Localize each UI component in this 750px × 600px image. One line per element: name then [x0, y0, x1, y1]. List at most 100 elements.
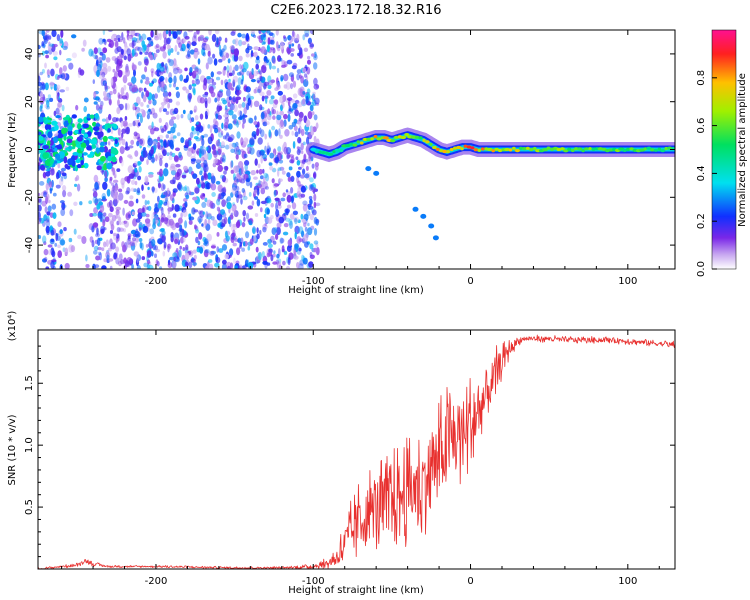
speckle-cell	[205, 223, 211, 231]
speckle-cell	[79, 69, 85, 76]
speckle-cell	[243, 61, 249, 70]
speckle-cell	[210, 216, 215, 221]
cluster-cell	[61, 128, 66, 135]
speckle-cell	[138, 227, 142, 232]
speckle-cell	[39, 105, 43, 112]
speckle-cell	[242, 210, 246, 217]
ridge-cell	[404, 133, 410, 137]
speckle-cell	[290, 99, 295, 103]
speckle-cell	[95, 233, 100, 238]
speckle-cell	[206, 212, 212, 218]
speckle-cell	[131, 263, 135, 269]
speckle-cell	[38, 87, 41, 95]
speckle-cell	[116, 107, 121, 115]
speckle-cell	[220, 141, 226, 148]
cluster-cell	[58, 137, 63, 142]
speckle-cell	[118, 260, 122, 267]
speckle-cell	[152, 78, 157, 83]
speckle-cell	[182, 247, 186, 251]
speckle-cell	[122, 120, 128, 127]
speckle-cell	[313, 172, 316, 179]
speckle-cell	[243, 96, 246, 102]
speckle-cell	[232, 75, 239, 83]
speckle-cell	[154, 93, 158, 99]
speckle-cell	[260, 46, 266, 54]
speckle-cell	[88, 200, 93, 205]
speckle-cell	[176, 30, 182, 35]
cluster-cell	[38, 131, 42, 136]
speckle-cell	[110, 77, 114, 86]
branch-point	[428, 223, 435, 229]
speckle-cell	[287, 113, 291, 122]
speckle-cell	[73, 201, 78, 206]
speckle-cell	[249, 137, 255, 146]
speckle-cell	[95, 255, 101, 261]
speckle-cell	[155, 43, 160, 49]
speckle-cell	[169, 139, 174, 148]
speckle-cell	[230, 192, 234, 198]
speckle-cell	[239, 178, 246, 184]
speckle-cell	[158, 155, 164, 160]
speckle-cell	[265, 96, 268, 104]
speckle-cell	[213, 124, 218, 130]
speckle-cell	[158, 81, 162, 89]
speckle-cell	[279, 237, 284, 244]
speckle-cell	[189, 117, 192, 124]
speckle-cell	[209, 125, 213, 134]
speckle-cell	[260, 207, 263, 213]
speckle-cell	[249, 238, 254, 245]
speckle-cell	[202, 52, 206, 57]
speckle-cell	[302, 234, 309, 242]
speckle-cell	[45, 193, 50, 201]
speckle-cell	[262, 242, 268, 246]
speckle-cell	[160, 194, 166, 199]
speckle-cell	[110, 182, 115, 186]
speckle-cell	[61, 104, 65, 112]
speckle-cell	[114, 184, 119, 191]
speckle-cell	[233, 118, 237, 125]
speckle-cell	[230, 160, 234, 168]
speckle-cell	[96, 226, 99, 235]
speckle-cell	[245, 53, 250, 58]
speckle-cell	[288, 125, 294, 130]
speckle-cell	[195, 30, 200, 35]
speckle-cell	[182, 209, 188, 218]
speckle-cell	[205, 211, 209, 220]
speckle-cell	[201, 201, 207, 208]
colorbar-gradient	[711, 29, 737, 270]
speckle-cell	[217, 184, 223, 193]
speckle-cell	[307, 227, 313, 236]
speckle-cell	[276, 114, 282, 121]
speckle-cell	[267, 243, 273, 248]
speckle-cell	[97, 47, 102, 54]
speckle-cell	[59, 170, 65, 174]
speckle-cell	[38, 165, 41, 171]
speckle-cell	[131, 211, 136, 216]
ridge-cell	[414, 135, 420, 139]
speckle-cell	[161, 105, 165, 109]
speckle-cell	[101, 118, 107, 122]
speckle-cell	[296, 262, 300, 269]
speckle-cell	[145, 213, 150, 218]
speckle-cell	[248, 262, 254, 269]
speckle-cell	[57, 102, 62, 108]
speckle-cell	[154, 253, 157, 258]
speckle-cell	[166, 187, 170, 195]
speckle-cell	[64, 247, 69, 256]
speckle-cell	[269, 61, 272, 70]
speckle-cell	[62, 185, 67, 191]
speckle-cell	[201, 223, 204, 227]
x-tick-label: -200	[145, 576, 168, 587]
speckle-cell	[179, 74, 184, 82]
speckle-cell	[296, 146, 300, 150]
speckle-cell	[132, 49, 135, 57]
speckle-cell	[203, 249, 209, 258]
speckle-cell	[145, 177, 149, 186]
speckle-cell	[249, 147, 255, 155]
speckle-cell	[151, 238, 156, 247]
speckle-cell	[270, 215, 274, 220]
speckle-cell	[315, 218, 319, 226]
speckle-cell	[207, 50, 211, 57]
speckle-cell	[149, 82, 153, 87]
